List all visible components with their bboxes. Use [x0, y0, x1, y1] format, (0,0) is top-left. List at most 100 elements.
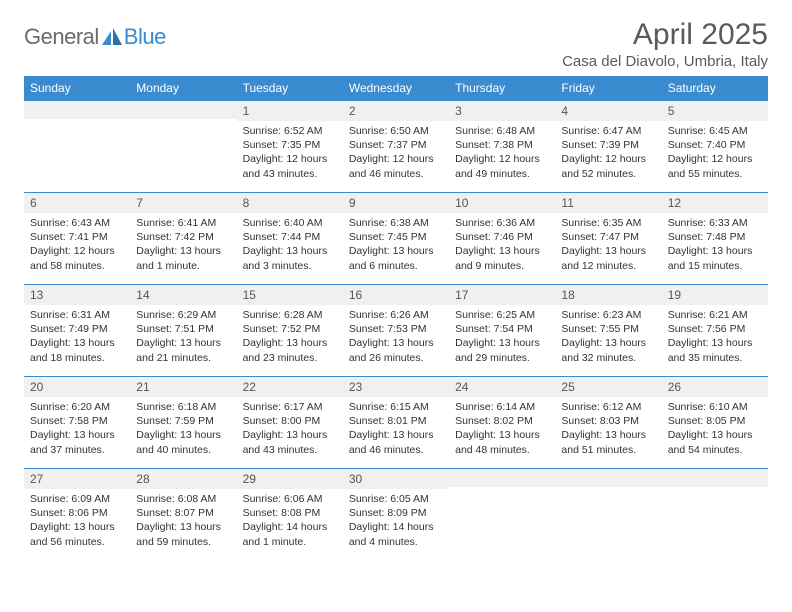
weekday-header: Sunday — [24, 76, 130, 101]
calendar-week-row: 20Sunrise: 6:20 AMSunset: 7:58 PMDayligh… — [24, 377, 768, 469]
daylight-text: Daylight: 13 hours and 59 minutes. — [136, 520, 230, 548]
day-number — [130, 101, 236, 119]
calendar-cell: 9Sunrise: 6:38 AMSunset: 7:45 PMDaylight… — [343, 193, 449, 285]
day-number: 9 — [343, 193, 449, 213]
sunrise-text: Sunrise: 6:47 AM — [561, 124, 655, 138]
daylight-text: Daylight: 13 hours and 23 minutes. — [243, 336, 337, 364]
daylight-text: Daylight: 12 hours and 52 minutes. — [561, 152, 655, 180]
day-number: 29 — [237, 469, 343, 489]
day-details: Sunrise: 6:47 AMSunset: 7:39 PMDaylight:… — [555, 121, 661, 181]
daylight-text: Daylight: 13 hours and 56 minutes. — [30, 520, 124, 548]
sunrise-text: Sunrise: 6:40 AM — [243, 216, 337, 230]
daylight-text: Daylight: 12 hours and 58 minutes. — [30, 244, 124, 272]
calendar-cell: 10Sunrise: 6:36 AMSunset: 7:46 PMDayligh… — [449, 193, 555, 285]
daylight-text: Daylight: 14 hours and 4 minutes. — [349, 520, 443, 548]
brand-logo: General Blue — [24, 18, 166, 50]
calendar-cell: 5Sunrise: 6:45 AMSunset: 7:40 PMDaylight… — [662, 101, 768, 193]
calendar-week-row: 27Sunrise: 6:09 AMSunset: 8:06 PMDayligh… — [24, 469, 768, 561]
calendar-week-row: 13Sunrise: 6:31 AMSunset: 7:49 PMDayligh… — [24, 285, 768, 377]
day-details: Sunrise: 6:41 AMSunset: 7:42 PMDaylight:… — [130, 213, 236, 273]
sunset-text: Sunset: 7:47 PM — [561, 230, 655, 244]
calendar-cell: 18Sunrise: 6:23 AMSunset: 7:55 PMDayligh… — [555, 285, 661, 377]
daylight-text: Daylight: 13 hours and 32 minutes. — [561, 336, 655, 364]
weekday-header: Tuesday — [237, 76, 343, 101]
sunset-text: Sunset: 7:55 PM — [561, 322, 655, 336]
daylight-text: Daylight: 13 hours and 9 minutes. — [455, 244, 549, 272]
title-block: April 2025 Casa del Diavolo, Umbria, Ita… — [562, 18, 768, 70]
day-details: Sunrise: 6:28 AMSunset: 7:52 PMDaylight:… — [237, 305, 343, 365]
page: General Blue April 2025 Casa del Diavolo… — [0, 0, 792, 612]
sunset-text: Sunset: 8:02 PM — [455, 414, 549, 428]
sunrise-text: Sunrise: 6:06 AM — [243, 492, 337, 506]
calendar-cell: 12Sunrise: 6:33 AMSunset: 7:48 PMDayligh… — [662, 193, 768, 285]
day-number: 18 — [555, 285, 661, 305]
calendar-cell: 27Sunrise: 6:09 AMSunset: 8:06 PMDayligh… — [24, 469, 130, 561]
day-number: 22 — [237, 377, 343, 397]
calendar-cell: 29Sunrise: 6:06 AMSunset: 8:08 PMDayligh… — [237, 469, 343, 561]
calendar-cell: 25Sunrise: 6:12 AMSunset: 8:03 PMDayligh… — [555, 377, 661, 469]
daylight-text: Daylight: 13 hours and 6 minutes. — [349, 244, 443, 272]
day-number: 17 — [449, 285, 555, 305]
day-details: Sunrise: 6:14 AMSunset: 8:02 PMDaylight:… — [449, 397, 555, 457]
daylight-text: Daylight: 13 hours and 26 minutes. — [349, 336, 443, 364]
calendar-cell — [24, 101, 130, 193]
day-number — [24, 101, 130, 119]
sunrise-text: Sunrise: 6:26 AM — [349, 308, 443, 322]
daylight-text: Daylight: 13 hours and 54 minutes. — [668, 428, 762, 456]
daylight-text: Daylight: 13 hours and 29 minutes. — [455, 336, 549, 364]
calendar-cell: 21Sunrise: 6:18 AMSunset: 7:59 PMDayligh… — [130, 377, 236, 469]
sunrise-text: Sunrise: 6:18 AM — [136, 400, 230, 414]
calendar-cell: 11Sunrise: 6:35 AMSunset: 7:47 PMDayligh… — [555, 193, 661, 285]
calendar-cell: 4Sunrise: 6:47 AMSunset: 7:39 PMDaylight… — [555, 101, 661, 193]
sunrise-text: Sunrise: 6:41 AM — [136, 216, 230, 230]
sunset-text: Sunset: 7:53 PM — [349, 322, 443, 336]
day-number: 6 — [24, 193, 130, 213]
sunrise-text: Sunrise: 6:35 AM — [561, 216, 655, 230]
sunrise-text: Sunrise: 6:08 AM — [136, 492, 230, 506]
sunset-text: Sunset: 8:09 PM — [349, 506, 443, 520]
day-details: Sunrise: 6:45 AMSunset: 7:40 PMDaylight:… — [662, 121, 768, 181]
sunrise-text: Sunrise: 6:52 AM — [243, 124, 337, 138]
day-details: Sunrise: 6:36 AMSunset: 7:46 PMDaylight:… — [449, 213, 555, 273]
calendar-cell: 19Sunrise: 6:21 AMSunset: 7:56 PMDayligh… — [662, 285, 768, 377]
calendar-cell: 1Sunrise: 6:52 AMSunset: 7:35 PMDaylight… — [237, 101, 343, 193]
daylight-text: Daylight: 13 hours and 46 minutes. — [349, 428, 443, 456]
day-number: 20 — [24, 377, 130, 397]
weekday-header: Friday — [555, 76, 661, 101]
weekday-header: Thursday — [449, 76, 555, 101]
day-details: Sunrise: 6:17 AMSunset: 8:00 PMDaylight:… — [237, 397, 343, 457]
sunrise-text: Sunrise: 6:33 AM — [668, 216, 762, 230]
sunset-text: Sunset: 7:42 PM — [136, 230, 230, 244]
day-number: 15 — [237, 285, 343, 305]
month-title: April 2025 — [562, 18, 768, 51]
daylight-text: Daylight: 12 hours and 46 minutes. — [349, 152, 443, 180]
sunset-text: Sunset: 7:52 PM — [243, 322, 337, 336]
sunrise-text: Sunrise: 6:12 AM — [561, 400, 655, 414]
day-number: 30 — [343, 469, 449, 489]
sunrise-text: Sunrise: 6:36 AM — [455, 216, 549, 230]
calendar-cell — [449, 469, 555, 561]
daylight-text: Daylight: 13 hours and 21 minutes. — [136, 336, 230, 364]
sunrise-text: Sunrise: 6:48 AM — [455, 124, 549, 138]
calendar-week-row: 6Sunrise: 6:43 AMSunset: 7:41 PMDaylight… — [24, 193, 768, 285]
sunset-text: Sunset: 8:08 PM — [243, 506, 337, 520]
sunset-text: Sunset: 7:59 PM — [136, 414, 230, 428]
sunset-text: Sunset: 7:39 PM — [561, 138, 655, 152]
day-number: 25 — [555, 377, 661, 397]
day-number: 2 — [343, 101, 449, 121]
day-details: Sunrise: 6:33 AMSunset: 7:48 PMDaylight:… — [662, 213, 768, 273]
day-number: 14 — [130, 285, 236, 305]
day-details: Sunrise: 6:52 AMSunset: 7:35 PMDaylight:… — [237, 121, 343, 181]
day-number: 3 — [449, 101, 555, 121]
day-number: 26 — [662, 377, 768, 397]
day-number: 16 — [343, 285, 449, 305]
sunset-text: Sunset: 7:40 PM — [668, 138, 762, 152]
daylight-text: Daylight: 12 hours and 49 minutes. — [455, 152, 549, 180]
day-number: 12 — [662, 193, 768, 213]
day-number: 10 — [449, 193, 555, 213]
calendar-header-row: Sunday Monday Tuesday Wednesday Thursday… — [24, 76, 768, 101]
day-number — [449, 469, 555, 487]
sunrise-text: Sunrise: 6:15 AM — [349, 400, 443, 414]
day-details: Sunrise: 6:50 AMSunset: 7:37 PMDaylight:… — [343, 121, 449, 181]
topbar: General Blue April 2025 Casa del Diavolo… — [24, 18, 768, 70]
